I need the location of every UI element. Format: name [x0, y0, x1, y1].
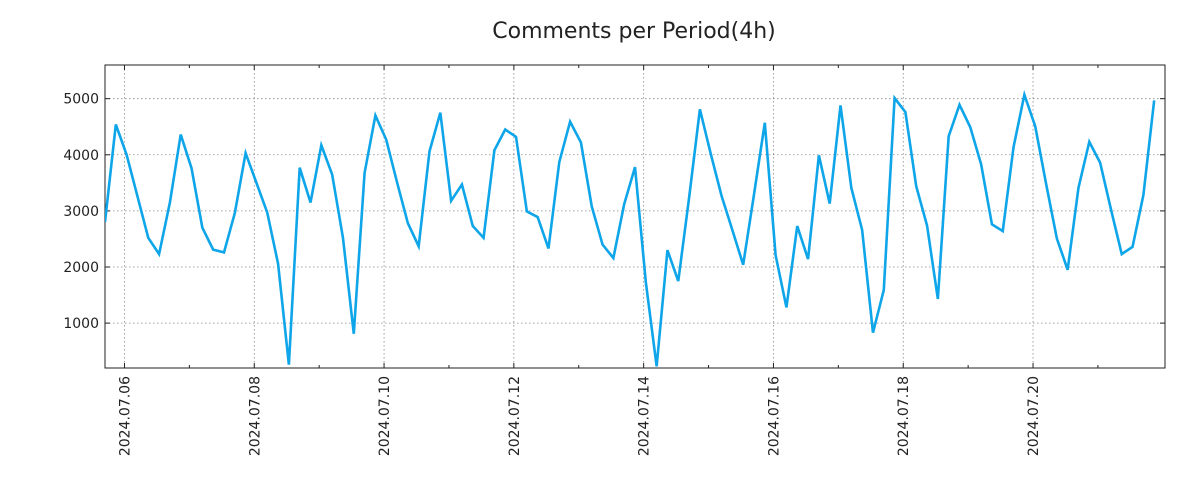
y-tick-label: 4000 — [63, 148, 99, 164]
series-layer — [105, 89, 1156, 367]
x-tick-label: 2024.07.06 — [117, 376, 133, 456]
x-tick-label: 2024.07.10 — [377, 376, 393, 456]
grid — [105, 65, 1165, 368]
x-tick-label: 2024.07.18 — [896, 376, 912, 456]
plot-frame — [104, 64, 1166, 369]
x-tick-label: 2024.07.14 — [637, 376, 653, 456]
y-tick-label: 1000 — [63, 316, 99, 332]
series-line — [105, 89, 1156, 367]
x-tick-label: 2024.07.08 — [247, 376, 263, 456]
y-tick-label: 2000 — [63, 260, 99, 276]
y-tick-label: 3000 — [63, 204, 99, 220]
chart-title: Comments per Period(4h) — [492, 19, 776, 44]
plot-border — [104, 64, 1166, 369]
x-tick-label: 2024.07.16 — [766, 376, 782, 456]
x-tick-label: 2024.07.20 — [1026, 376, 1042, 456]
x-tick-label: 2024.07.12 — [507, 376, 523, 456]
y-tick-label: 5000 — [63, 92, 99, 108]
axis-ticks — [105, 65, 1165, 368]
tick-labels: 1000 2000 3000 4000 5000 2024.07.06 2024.07.08… — [63, 92, 1042, 457]
